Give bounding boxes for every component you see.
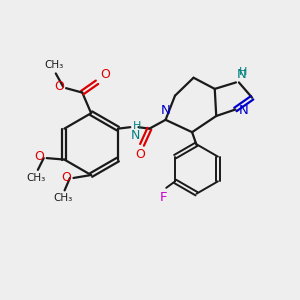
Text: H: H	[133, 121, 141, 131]
Text: N: N	[236, 68, 246, 81]
Text: H: H	[239, 67, 247, 77]
Text: N: N	[161, 104, 170, 118]
Text: N: N	[130, 129, 140, 142]
Text: N: N	[238, 104, 248, 118]
Text: O: O	[61, 172, 71, 184]
Text: O: O	[54, 80, 64, 93]
Text: O: O	[34, 150, 44, 163]
Text: O: O	[136, 148, 146, 161]
Text: O: O	[100, 68, 110, 81]
Text: CH₃: CH₃	[53, 193, 73, 203]
Text: CH₃: CH₃	[45, 61, 64, 70]
Text: F: F	[160, 191, 168, 204]
Text: CH₃: CH₃	[27, 173, 46, 183]
